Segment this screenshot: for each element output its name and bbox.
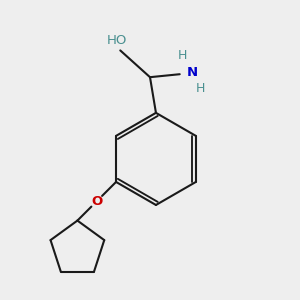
Text: O: O bbox=[91, 195, 102, 208]
Text: HO: HO bbox=[107, 34, 128, 46]
Text: N: N bbox=[187, 66, 198, 79]
Text: H: H bbox=[196, 82, 205, 94]
Text: H: H bbox=[178, 49, 188, 62]
